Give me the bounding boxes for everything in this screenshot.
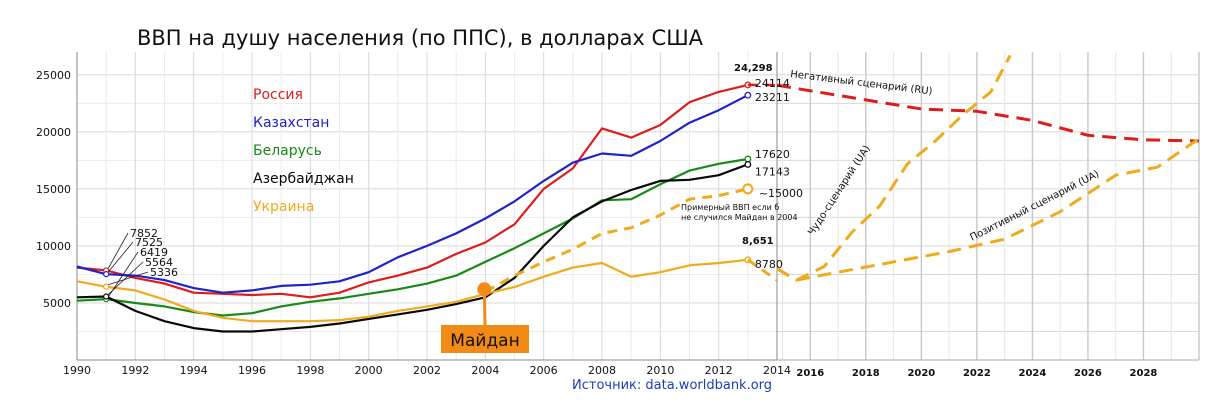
x-tick-2002: 2002 — [413, 364, 441, 377]
x-tick-2004: 2004 — [471, 364, 499, 377]
series-end-marker-1 — [744, 91, 752, 99]
start-label-7525: 7525 — [135, 236, 163, 249]
series-line-4 — [76, 258, 748, 323]
maidan-label: Майдан — [450, 331, 519, 351]
proj-x-tick-2024: 2024 — [1018, 368, 1046, 379]
series-line-1 — [76, 94, 749, 294]
series-layer — [76, 81, 754, 333]
series-line-2 — [76, 157, 748, 317]
x-tick-1996: 1996 — [238, 364, 266, 377]
series-start-marker-1 — [103, 271, 110, 278]
start-label-6419: 6419 — [140, 246, 168, 259]
maidan-marker — [477, 282, 492, 297]
end-label-russia: 24114 — [755, 77, 790, 90]
x-tick-2008: 2008 — [588, 364, 616, 377]
legend-belarus: Беларусь — [253, 143, 322, 159]
start-leader-3 — [107, 261, 144, 295]
ukraine-bridge-line — [746, 258, 778, 282]
series-line-0 — [76, 83, 749, 299]
y-tick-10000: 10000 — [36, 240, 71, 253]
legend-kazakhstan: Казахстан — [253, 115, 329, 131]
y-tick-20000: 20000 — [36, 126, 71, 139]
maidan-callout: Майдан — [441, 282, 529, 353]
start-label-7852: 7852 — [130, 227, 158, 240]
y-tick-15000: 15000 — [36, 183, 71, 196]
y-tick-5000: 5000 — [43, 297, 71, 310]
proj-x-tick-2026: 2026 — [1074, 368, 1102, 379]
hypothetical-note-line2: не случился Майдан в 2004 — [681, 213, 798, 222]
x-tick-1994: 1994 — [180, 364, 208, 377]
series-start-marker-3 — [103, 293, 110, 300]
legend-russia: Россия — [253, 87, 303, 103]
start-label-5564: 5564 — [145, 256, 173, 269]
y-tick-25000: 25000 — [36, 69, 71, 82]
x-tick-1990: 1990 — [63, 364, 91, 377]
scenario-line-0 — [776, 83, 1200, 143]
series-start-marker-4 — [103, 283, 110, 290]
scenario-line-1 — [776, 54, 1012, 282]
series-end-marker-2 — [744, 155, 752, 163]
upper-label-24298: 24,298 — [734, 63, 773, 74]
x-tick-2010: 2010 — [646, 364, 674, 377]
start-label-5336: 5336 — [150, 266, 178, 279]
projection-layer — [746, 54, 1200, 282]
x-tick-2014: 2014 — [763, 364, 791, 377]
chart-title: ВВП на душу населения (по ППС), в доллар… — [137, 26, 704, 50]
series-end-marker-3 — [744, 160, 752, 168]
legend-ukraine: Украина — [253, 199, 314, 215]
proj-x-tick-2018: 2018 — [852, 368, 880, 379]
end-label-azerbaijan: 17143 — [755, 165, 790, 178]
hypo-end-marker — [742, 183, 754, 195]
proj-x-tick-2022: 2022 — [963, 368, 991, 379]
axes: 5000 10000 15000 20000 25000 1990 1992 1994 1996… — [36, 52, 1157, 379]
x-tick-1998: 1998 — [296, 364, 324, 377]
series-line-3 — [76, 163, 749, 333]
start-leader-0 — [107, 232, 129, 269]
legend-azerbaijan: Азербайджан — [253, 171, 354, 187]
start-leader-4 — [108, 271, 149, 286]
proj-x-tick-2016: 2016 — [796, 368, 824, 379]
end-label-ukraine_hypo: ~15000 — [759, 187, 803, 200]
x-tick-2000: 2000 — [355, 364, 383, 377]
start-leader-1 — [107, 241, 134, 273]
x-tick-1992: 1992 — [121, 364, 149, 377]
hypothetical-note-line1: Примерный ВВП если б — [681, 203, 779, 212]
x-tick-2012: 2012 — [705, 364, 733, 377]
upper-label-8651: 8,651 — [742, 236, 774, 247]
series-line-5 — [484, 187, 749, 293]
end-label-ukraine: 8780 — [755, 258, 783, 271]
proj-x-tick-2020: 2020 — [907, 368, 935, 379]
proj-x-tick-2028: 2028 — [1130, 368, 1158, 379]
x-tick-2006: 2006 — [530, 364, 558, 377]
maidan-label-box — [441, 325, 529, 353]
source-label: Источник: data.worldbank.org — [572, 378, 772, 393]
grid-projection — [776, 52, 1200, 361]
scenario-line-2 — [776, 137, 1200, 282]
end-label-belarus: 17620 — [755, 148, 790, 161]
end-label-kazakhstan: 23211 — [755, 91, 790, 104]
